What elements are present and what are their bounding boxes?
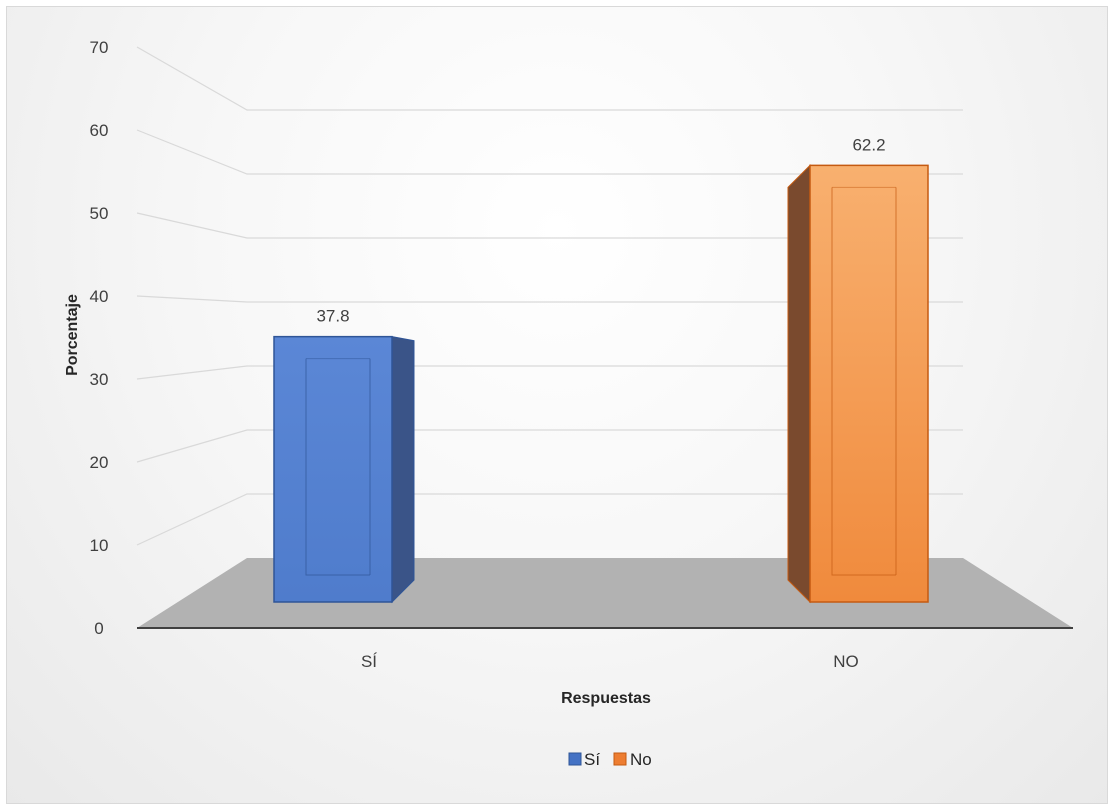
gridline (136, 365, 963, 380)
legend-label-no: No (630, 750, 652, 769)
bar-si (273, 335, 415, 604)
chart-walls (136, 46, 963, 546)
bars-group (273, 164, 929, 604)
bar-side-face (787, 164, 811, 604)
gridline (136, 295, 963, 303)
y-tick-label: 70 (90, 38, 109, 57)
gridline (136, 212, 963, 239)
gridline (136, 429, 963, 463)
y-axis-title: Porcentaje (64, 294, 81, 376)
gridline (136, 46, 963, 111)
y-tick-label: 50 (90, 204, 109, 223)
x-axis-title: Respuestas (561, 690, 651, 707)
bar-inner-edge (831, 187, 896, 576)
data-label: 62.2 (852, 135, 885, 154)
data-label: 37.8 (316, 307, 349, 326)
legend-swatch-si (568, 752, 582, 766)
bar-side-face (391, 336, 415, 604)
gridline (136, 129, 963, 175)
legend-label-si: Sí (584, 750, 600, 769)
legend: Sí No (568, 750, 652, 769)
bar-front-face (809, 164, 929, 603)
labels-group: 0 10 20 30 40 50 60 70 37.8 SÍ 62.2 NO (90, 38, 886, 671)
y-tick-label: 0 (94, 619, 103, 638)
x-tick-label: NO (833, 652, 859, 671)
y-tick-label: 20 (90, 453, 109, 472)
y-tick-label: 30 (90, 370, 109, 389)
gridline (136, 493, 963, 546)
y-tick-label: 10 (90, 536, 109, 555)
bar-inner-edge (305, 358, 370, 576)
y-tick-label: 60 (90, 121, 109, 140)
x-tick-label: SÍ (361, 652, 377, 671)
bar-no (787, 164, 929, 604)
y-tick-label: 40 (90, 287, 109, 306)
legend-swatch-no (613, 752, 627, 766)
bar-front-face (273, 335, 393, 603)
